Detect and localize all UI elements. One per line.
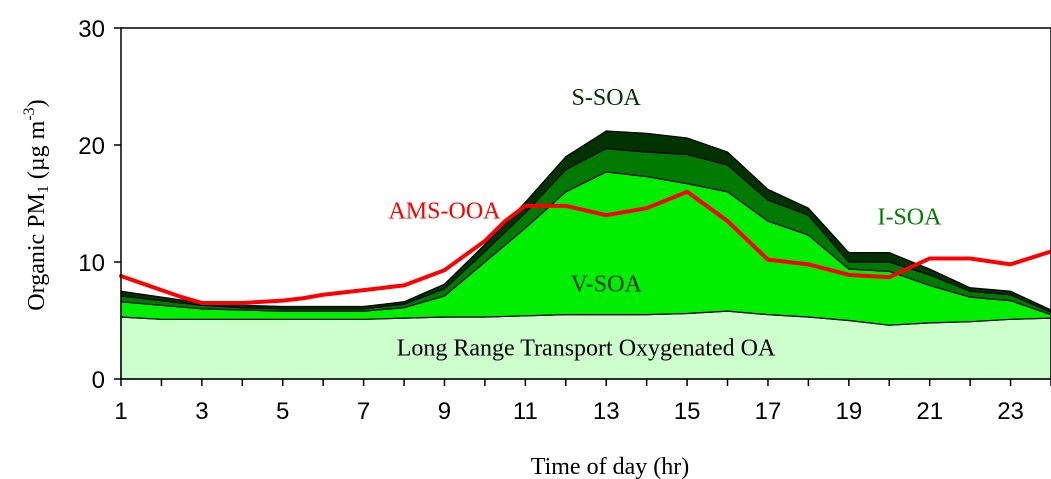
annotation-long-range-transport-oxygenated-oa: Long Range Transport Oxygenated OA bbox=[397, 336, 776, 362]
y-tick-label: 10 bbox=[78, 250, 105, 277]
annotation-ams-ooa: AMS-OOA bbox=[388, 199, 501, 225]
x-tick-label: 23 bbox=[997, 398, 1024, 425]
x-tick-label: 21 bbox=[916, 398, 943, 425]
x-tick-label: 17 bbox=[755, 398, 782, 425]
annotation-i-soa: I-SOA bbox=[877, 205, 942, 231]
annotation-s-soa: S-SOA bbox=[572, 85, 642, 111]
plot-frame bbox=[120, 27, 1051, 380]
y-axis-label: Organic PM1 (µg m-3) bbox=[21, 99, 52, 310]
x-axis-label: Time of day (hr) bbox=[531, 454, 689, 479]
y-tick-labels: 0 10 20 30 bbox=[78, 16, 105, 394]
y-axis-label-main: Organic PM bbox=[24, 193, 50, 311]
area-s-soa bbox=[120, 130, 1051, 313]
x-tick-label: 1 bbox=[114, 398, 127, 425]
x-tick-label: 15 bbox=[674, 398, 701, 425]
x-tick-label: 7 bbox=[357, 398, 370, 425]
y-axis-label-close: ) bbox=[24, 99, 50, 107]
axes bbox=[114, 27, 1051, 386]
ooa-line-layer bbox=[119, 189, 1051, 305]
y-axis-label-sub: 1 bbox=[35, 185, 52, 193]
x-tick-label: 19 bbox=[835, 398, 862, 425]
x-tick-label: 3 bbox=[195, 398, 208, 425]
y-axis-label-unit: (µg m bbox=[24, 120, 50, 185]
area-layers bbox=[120, 130, 1051, 380]
x-tick-label: 9 bbox=[438, 398, 451, 425]
x-tick-label: 5 bbox=[276, 398, 289, 425]
y-tick-label: 30 bbox=[78, 16, 105, 43]
y-tick-label: 0 bbox=[92, 367, 105, 394]
annotations: S-SOA AMS-OOA I-SOA V-SOA Long Range Transpo… bbox=[388, 85, 942, 361]
y-axis-label-sup: -3 bbox=[21, 107, 38, 120]
x-tick-labels: 1 3 5 7 9 11 13 15 17 19 21 23 bbox=[114, 398, 1024, 425]
x-tick-label: 13 bbox=[593, 398, 620, 425]
y-tick-label: 20 bbox=[78, 133, 105, 160]
annotation-v-soa: V-SOA bbox=[571, 271, 643, 297]
line-ams-ooa bbox=[119, 189, 1051, 305]
x-tick-label: 11 bbox=[513, 398, 538, 425]
